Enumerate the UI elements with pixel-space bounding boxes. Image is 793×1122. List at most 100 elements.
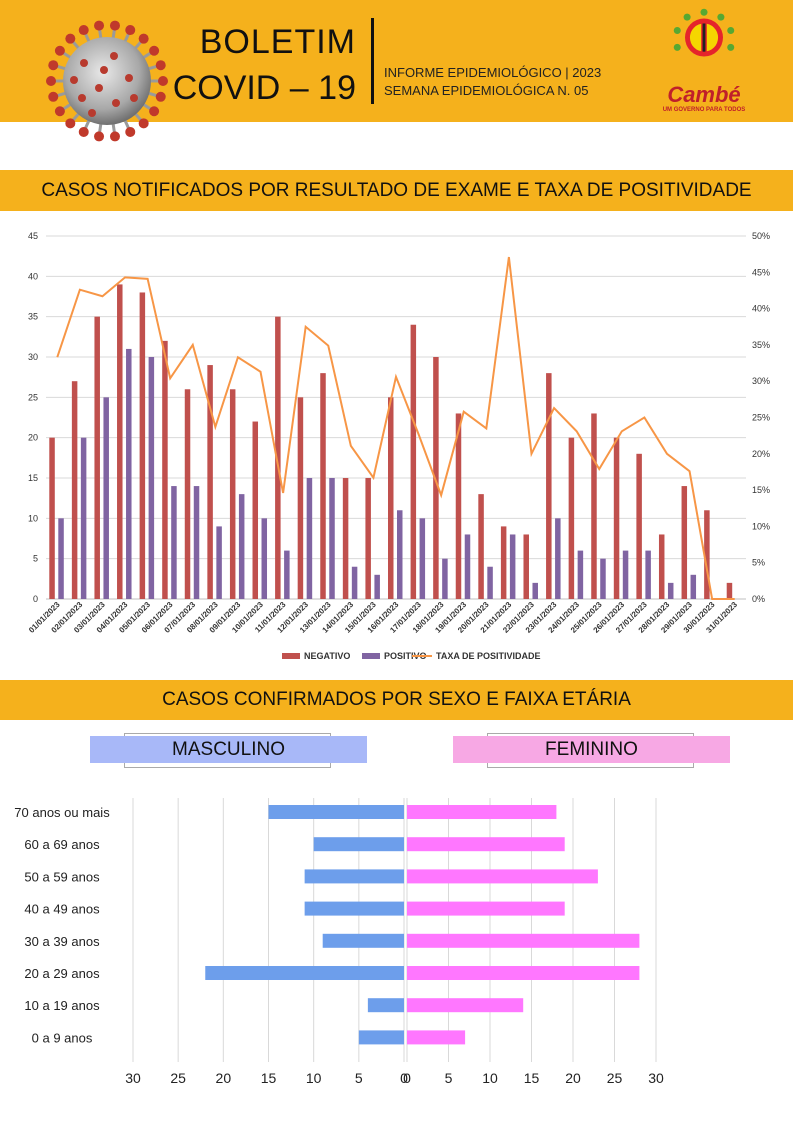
legend-label-positivo: POSITIVO [384, 651, 427, 661]
legend-swatch-negativo [282, 653, 300, 659]
x-right-tick-label: 20 [565, 1070, 581, 1086]
bar-negativo [365, 478, 371, 599]
y-left-tick-label: 35 [28, 312, 38, 322]
age-group-label: 50 a 59 anos [24, 869, 100, 884]
y-right-tick-label: 40% [752, 304, 770, 314]
bar-positivo [419, 518, 426, 599]
bar-feminino [407, 901, 565, 916]
bar-negativo [297, 397, 304, 599]
bar-positivo [284, 550, 290, 599]
bar-negativo [568, 437, 575, 599]
bar-positivo [148, 357, 155, 599]
bar-feminino [407, 933, 640, 948]
notified-cases-chart: 0 5 10 15 20 25 30 35 40 45 0% 5% 10% 15% 20% 25% 30% 35%… [27, 231, 770, 661]
bar-masculino [205, 966, 404, 980]
bar-positivo [464, 534, 471, 599]
bar-positivo [351, 566, 358, 599]
bar-positivo [555, 518, 561, 599]
bar-positivo [261, 518, 268, 599]
bar-negativo [613, 437, 620, 599]
y-right-tick-label: 45% [752, 267, 770, 277]
x-right-tick-label: 10 [482, 1070, 498, 1086]
female-header: FEMININO [453, 736, 730, 763]
age-group-label: 40 a 49 anos [24, 902, 100, 917]
cambe-logo-text: Cambé [667, 82, 741, 107]
bar-positivo [103, 397, 109, 599]
bar-negativo [455, 413, 462, 599]
bar-positivo [126, 348, 132, 599]
bar-positivo [329, 478, 335, 599]
x-left-tick-label: 10 [306, 1070, 322, 1086]
bar-negativo [229, 389, 236, 599]
bar-positivo [374, 574, 380, 599]
bar-positivo [577, 550, 584, 599]
bar-negativo [704, 510, 710, 599]
y-left-tick-label: 5 [33, 554, 38, 564]
bar-negativo [252, 421, 259, 599]
bar-negativo [636, 453, 642, 599]
x-right-tick-label: 0 [403, 1070, 411, 1086]
bulletin-title-line2: COVID – 19 [172, 69, 356, 107]
bar-negativo [591, 413, 597, 599]
bar-negativo [433, 357, 439, 599]
age-group-label: 20 a 29 anos [24, 966, 100, 981]
bar-negativo [275, 316, 281, 599]
y-left-tick-label: 25 [28, 392, 38, 402]
bar-masculino [313, 837, 404, 852]
epi-week-info: SEMANA EPIDEMIOLÓGICA N. 05 [384, 83, 589, 98]
y-left-tick-label: 40 [28, 271, 38, 281]
bar-feminino [407, 805, 557, 819]
y-left-tick-label: 10 [28, 513, 38, 523]
age-group-label: 30 a 39 anos [24, 934, 100, 949]
bar-negativo [184, 389, 191, 599]
y-left-tick-label: 45 [28, 231, 38, 241]
bar-negativo [320, 373, 326, 599]
bar-negativo [681, 486, 688, 599]
age-group-label: 0 a 9 anos [32, 1030, 93, 1045]
report-info: INFORME EPIDEMIOLÓGICO | 2023 [384, 65, 602, 80]
age-group-label: 60 a 69 anos [24, 837, 100, 852]
bar-positivo [442, 558, 448, 599]
bar-negativo [500, 526, 507, 599]
y-left-tick-label: 30 [28, 352, 38, 362]
x-right-tick-label: 25 [607, 1070, 623, 1086]
x-left-tick-label: 5 [355, 1070, 363, 1086]
male-header: MASCULINO [90, 736, 367, 763]
cambe-logo-icon [673, 8, 735, 57]
bar-feminino [407, 966, 640, 980]
bar-positivo [690, 574, 697, 599]
bulletin-title-line1: BOLETIM [199, 23, 356, 61]
x-left-tick-label: 15 [261, 1070, 277, 1086]
bar-negativo [139, 292, 146, 599]
y-right-tick-label: 10% [752, 521, 770, 531]
bar-masculino [367, 998, 404, 1013]
x-left-tick-label: 20 [216, 1070, 232, 1086]
bar-negativo [117, 284, 123, 599]
virus-icon [46, 20, 168, 142]
bar-masculino [322, 933, 404, 948]
bar-feminino [407, 837, 565, 852]
bar-positivo [80, 437, 87, 599]
bar-masculino [358, 1030, 404, 1045]
bar-positivo [58, 518, 64, 599]
y-right-tick-label: 50% [752, 231, 770, 241]
bar-negativo [410, 324, 417, 599]
legend-label-taxa: TAXA DE POSITIVIDADE [436, 651, 541, 661]
bar-positivo [667, 582, 674, 599]
bar-feminino [407, 998, 524, 1013]
y-right-tick-label: 15% [752, 485, 770, 495]
cambe-slogan: UM GOVERNO PARA TODOS [662, 107, 746, 113]
bar-positivo [397, 510, 403, 599]
bar-negativo [523, 534, 529, 599]
bar-negativo [342, 478, 349, 599]
bar-positivo [645, 550, 651, 599]
bar-positivo [509, 534, 516, 599]
y-right-tick-label: 0% [752, 594, 765, 604]
bar-positivo [306, 478, 313, 599]
bar-negativo [478, 494, 484, 599]
bar-negativo [388, 397, 394, 599]
bar-masculino [304, 901, 404, 916]
bar-negativo [658, 534, 665, 599]
section-title-confirmed-cases: CASOS CONFIRMADOS POR SEXO E FAIXA ETÁRI… [0, 680, 793, 720]
